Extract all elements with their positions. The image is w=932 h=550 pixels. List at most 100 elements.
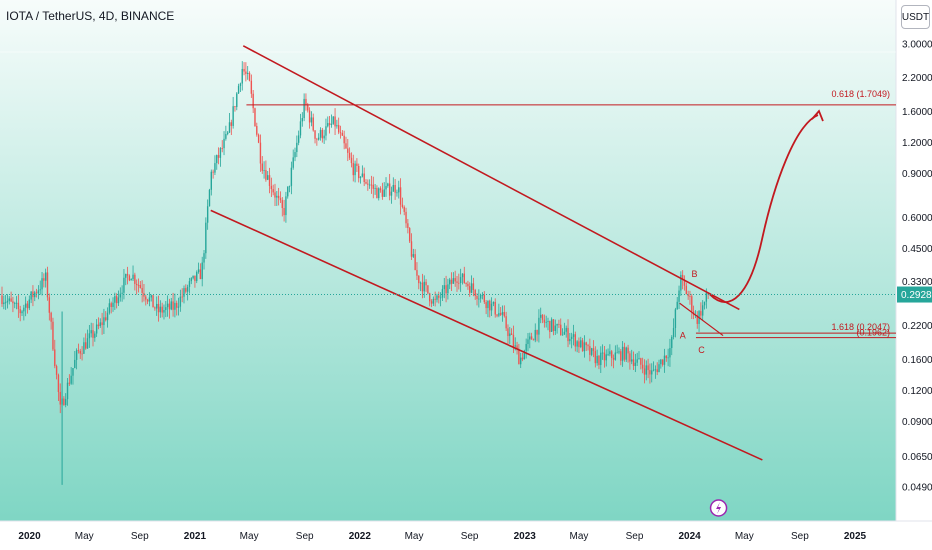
time-tick-label: 2023 [514, 531, 537, 542]
price-tick-label: 1.6000 [902, 107, 932, 118]
fib-1618-label-2[interactable]: (0.1962) [856, 328, 890, 338]
candle-body [592, 348, 595, 352]
candle-body [529, 336, 531, 340]
candle-body [267, 175, 269, 180]
candle-body [425, 281, 427, 286]
candle-body [243, 68, 245, 72]
candle-body [412, 254, 415, 257]
candle-body [705, 292, 708, 302]
currency-button[interactable]: USDT [901, 5, 930, 29]
candle-body [105, 317, 107, 321]
candle-body [17, 302, 20, 310]
candle-body [354, 163, 356, 176]
candle-body [97, 324, 100, 327]
projection-path[interactable] [709, 114, 819, 303]
wave-label-b[interactable]: B [691, 269, 697, 279]
candle-body [501, 312, 504, 315]
candle-body [383, 189, 385, 197]
candle-body [407, 223, 409, 229]
candle-body [601, 352, 604, 354]
candle-body [443, 285, 445, 290]
candle-body [510, 333, 513, 335]
candle-body [172, 301, 174, 310]
candle-body [170, 301, 172, 310]
candle-body [569, 338, 571, 342]
candle-body [55, 366, 58, 375]
candle-body [505, 316, 507, 329]
price-tick-label: 0.9000 [902, 169, 932, 180]
candle-body [115, 296, 118, 304]
candle-body [678, 290, 680, 302]
candle-body [587, 345, 589, 347]
candle-body [703, 301, 706, 306]
candle-body [685, 285, 688, 295]
time-tick-label: 2024 [679, 531, 702, 542]
candle-body [230, 122, 233, 126]
candle-body [256, 126, 258, 135]
candle-body [208, 189, 211, 207]
price-axis-panel[interactable] [896, 0, 932, 521]
time-axis-panel[interactable] [0, 521, 932, 550]
candle-body [456, 281, 458, 283]
candle-body [292, 157, 294, 168]
candle-body [658, 364, 660, 373]
candle-body [314, 130, 316, 139]
candle-body [611, 351, 613, 358]
candle-body [194, 275, 196, 282]
candle-body [21, 311, 23, 314]
candle-body [35, 292, 38, 294]
price-axis-labels: 3.0000 2.2000 1.6000 1.2000 0.9000 0.6000 0.45… [897, 40, 932, 494]
candle-body [214, 163, 216, 173]
candle-body [181, 296, 183, 298]
candle-body [185, 288, 187, 292]
candle-body [469, 286, 471, 293]
candle-body [496, 314, 498, 316]
candle-body [476, 295, 478, 299]
candle-body [245, 71, 247, 74]
candle-body [57, 374, 60, 393]
candle-body [308, 110, 311, 123]
candle-body [203, 253, 205, 263]
wave-label-c[interactable]: C [698, 345, 705, 355]
wave-label-a[interactable]: A [680, 331, 686, 341]
abc-channel-line[interactable] [679, 302, 724, 337]
candle-body [352, 163, 354, 176]
candle-body [621, 346, 624, 361]
candle-body [663, 355, 666, 365]
candle-body [168, 303, 171, 310]
candle-body [467, 283, 469, 287]
candle-body [30, 291, 32, 300]
candle-body [110, 303, 112, 307]
candle-body [254, 108, 256, 127]
candle-body [525, 344, 527, 351]
candle-body [541, 314, 544, 320]
candle-body [301, 118, 303, 122]
candle-body [223, 138, 225, 149]
candle-body [401, 204, 404, 207]
candle-body [629, 353, 631, 362]
candle-body [225, 134, 227, 139]
channel-lower-line[interactable] [210, 209, 763, 461]
candle-body [674, 309, 677, 328]
candle-body [288, 185, 291, 187]
drawings: 0.618 (1.7049) 1.618 (0.2047)(0.1962) A B C [0, 45, 896, 517]
candle-body [656, 369, 658, 373]
candle-body [687, 294, 689, 297]
candle-body [516, 345, 518, 350]
candle-body [165, 307, 167, 311]
candle-body [647, 365, 649, 371]
candle-body [554, 325, 556, 331]
candle-body [199, 269, 202, 280]
candle-body [270, 185, 273, 190]
candle-body [634, 362, 637, 366]
fib-1618-label[interactable]: 1.618 (0.2047) [831, 322, 890, 332]
fib-0618-label[interactable]: 0.618 (1.7049) [831, 89, 890, 99]
candle-body [540, 314, 542, 318]
candle-body [338, 125, 340, 133]
candle-body [294, 152, 296, 158]
candle-body [263, 170, 265, 171]
channel-upper-line[interactable] [242, 45, 740, 311]
candle-body [156, 303, 158, 309]
symbol-title[interactable]: IOTA / TetherUS, 4D, BINANCE [6, 9, 175, 23]
